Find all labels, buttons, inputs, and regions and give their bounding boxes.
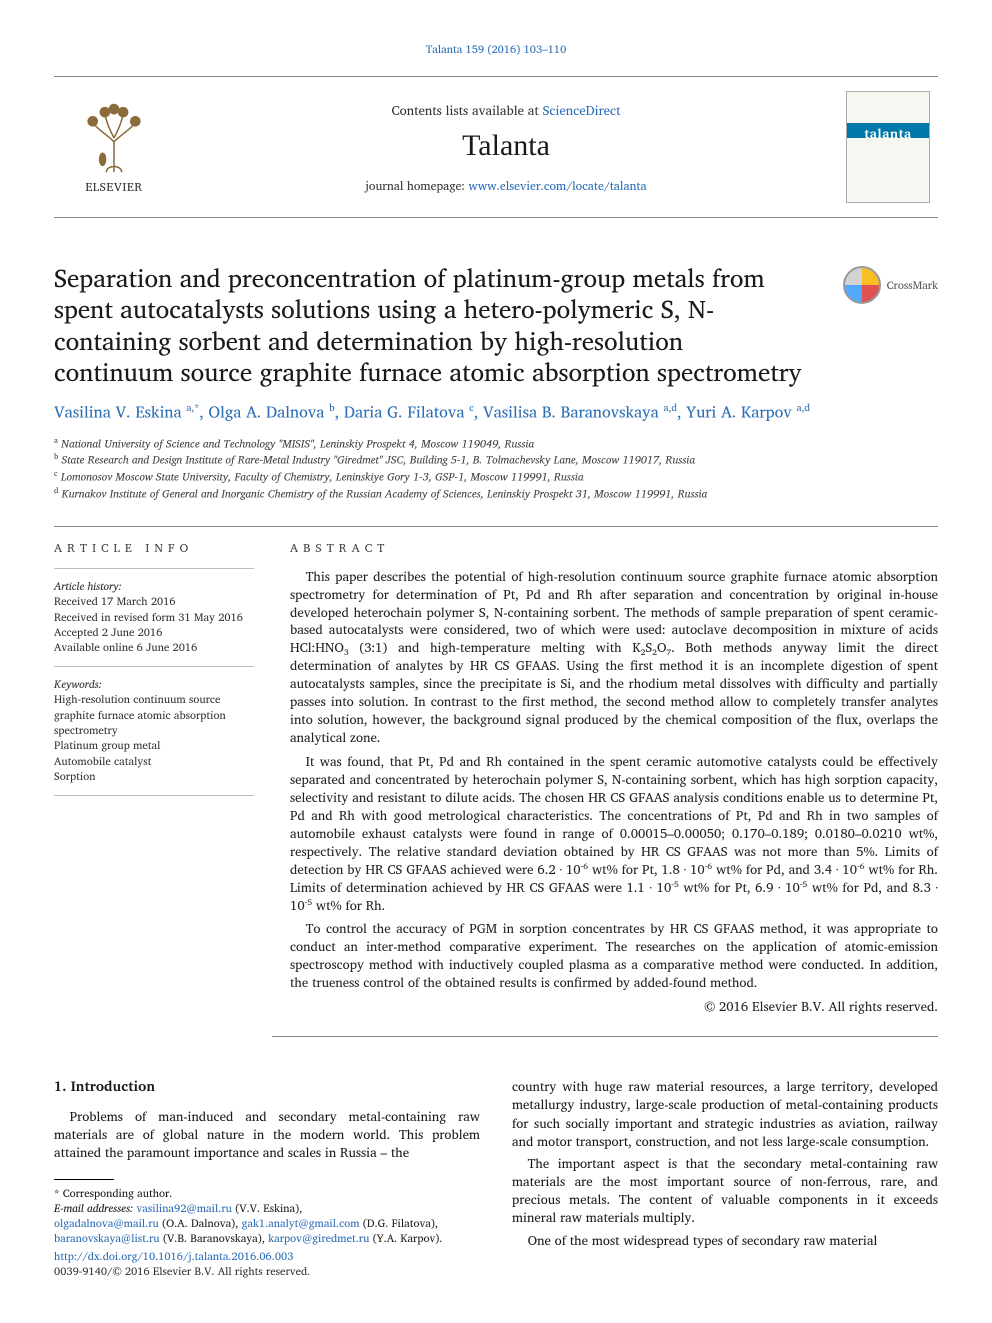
publisher-label: ELSEVIER [85, 178, 142, 197]
issn-rights: 0039-9140/© 2016 Elsevier B.V. All right… [54, 1264, 480, 1279]
affiliations: a National University of Science and Tec… [54, 436, 938, 502]
masthead: ELSEVIER Contents lists available at Sci… [54, 76, 938, 218]
info-abstract-row: ARTICLE INFO Article history: Received 1… [54, 526, 938, 1037]
body-col-left: 1. Introduction Problems of man-induced … [54, 1077, 480, 1279]
running-head: Talanta 159 (2016) 103–110 [54, 40, 938, 58]
abstract-p0: This paper describes the potential of hi… [290, 568, 938, 747]
footnotes: * Corresponding author. E-mail addresses… [54, 1186, 480, 1245]
article-info-heading: ARTICLE INFO [54, 541, 254, 558]
body-columns: 1. Introduction Problems of man-induced … [54, 1077, 938, 1279]
affiliation-d-text: Kurnakov Institute of General and Inorga… [62, 484, 708, 502]
affiliation-b: b State Research and Design Institute of… [54, 452, 938, 469]
contents-line: Contents lists available at ScienceDirec… [391, 99, 620, 121]
authors-line: Vasilina V. Eskina a,*, Olga A. Dalnova … [54, 401, 938, 424]
affiliation-b-text: State Research and Design Institute of R… [62, 451, 696, 469]
cover-band-text: talanta [847, 122, 929, 144]
article-title: Separation and preconcentration of plati… [54, 262, 938, 387]
section-heading-1: 1. Introduction [54, 1077, 480, 1097]
body-col-right: country with huge raw material resources… [512, 1077, 938, 1279]
affiliation-a-text: National University of Science and Techn… [61, 434, 534, 452]
crossmark-badge[interactable]: CrossMark [843, 266, 938, 304]
article-info: ARTICLE INFO Article history: Received 1… [54, 527, 272, 1037]
sciencedirect-link[interactable]: ScienceDirect [543, 99, 621, 121]
abstract-p2: To control the accuracy of PGM in sorpti… [290, 920, 938, 992]
email-addresses: E-mail addresses: vasilina92@mail.ru (V.… [54, 1201, 480, 1246]
homepage-line: journal homepage: www.elsevier.com/locat… [365, 177, 646, 196]
email-3-who: (V.B. Baranovskaya), [163, 1229, 265, 1247]
abstract-heading: ABSTRACT [290, 541, 938, 558]
footnote-rule [54, 1179, 114, 1180]
body-left-p0: Problems of man-induced and secondary me… [54, 1107, 480, 1162]
publisher-logo-block: ELSEVIER [54, 77, 174, 217]
journal-name: Talanta [462, 129, 550, 163]
page: Talanta 159 (2016) 103–110 [0, 0, 992, 1319]
crossmark-icon [843, 266, 881, 304]
history-line-3: Available online 6 June 2016 [54, 640, 254, 655]
homepage-link[interactable]: www.elsevier.com/locate/talanta [468, 177, 646, 196]
affiliation-c-text: Lomonosov Moscow State University, Facul… [61, 468, 584, 486]
journal-cover-thumbnail: talanta [846, 91, 930, 203]
email-3[interactable]: baranovskaya@list.ru [54, 1229, 160, 1247]
affiliation-d: d Kurnakov Institute of General and Inor… [54, 486, 938, 503]
body-right-p1: The important aspect is that the seconda… [512, 1154, 938, 1227]
email-4[interactable]: karpov@giredmet.ru [268, 1229, 369, 1247]
abstract-copyright: © 2016 Elsevier B.V. All rights reserved… [290, 998, 938, 1016]
body-right-p0: country with huge raw material resources… [512, 1077, 938, 1150]
affiliation-a: a National University of Science and Tec… [54, 436, 938, 453]
title-block: CrossMark Separation and preconcentratio… [54, 262, 938, 502]
abstract-p1: It was found, that Pt, Pd and Rh contain… [290, 753, 938, 914]
body-right-p2: One of the most widespread types of seco… [512, 1231, 938, 1249]
keyword-0: High-resolution continuum source graphit… [54, 692, 254, 738]
abstract: ABSTRACT This paper describes the potent… [272, 527, 938, 1037]
masthead-center: Contents lists available at ScienceDirec… [174, 77, 838, 217]
affiliation-c: c Lomonosov Moscow State University, Fac… [54, 469, 938, 486]
contents-line-pre: Contents lists available at [391, 99, 542, 121]
email-4-who: (Y.A. Karpov). [373, 1229, 443, 1247]
elsevier-tree-icon [74, 98, 154, 178]
masthead-right: talanta [838, 77, 938, 217]
crossmark-label: CrossMark [887, 276, 938, 294]
keyword-3: Sorption [54, 769, 254, 784]
homepage-label: journal homepage: [365, 177, 468, 196]
running-head-link[interactable]: Talanta 159 (2016) 103–110 [426, 40, 567, 58]
